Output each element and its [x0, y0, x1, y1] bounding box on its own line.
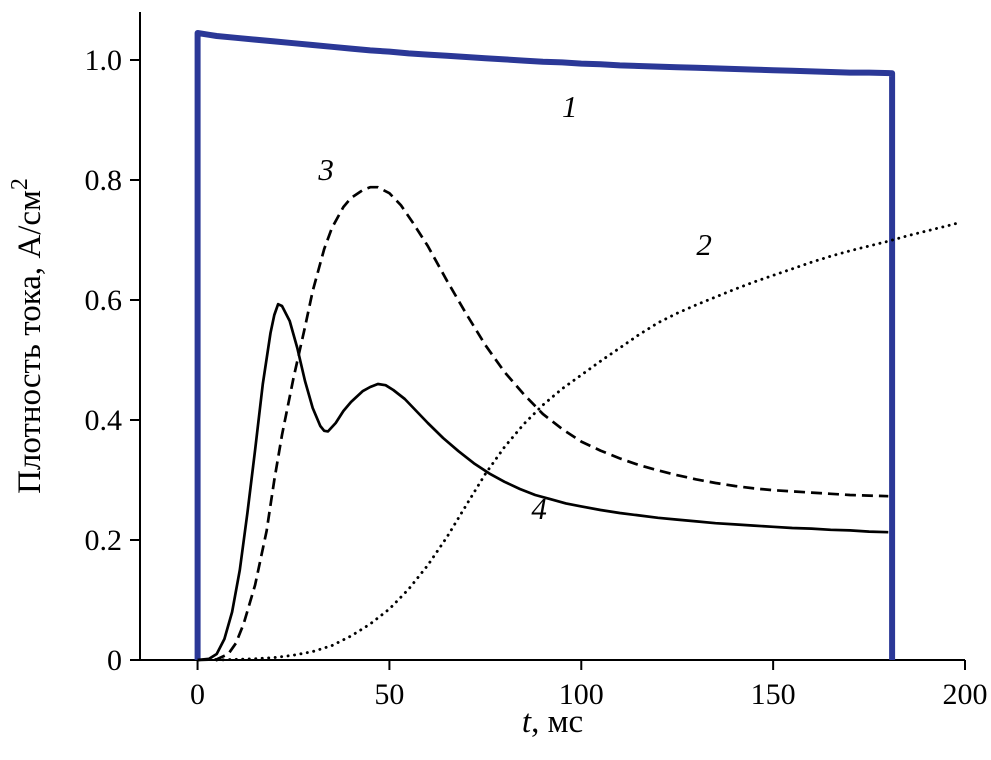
x-tick-label: 150: [751, 678, 796, 711]
y-tick-label: 0.4: [85, 404, 123, 437]
y-tick-label: 1.0: [85, 44, 123, 77]
x-tick-label: 100: [559, 678, 604, 711]
series-2-label: 2: [696, 227, 712, 262]
series-4-label: 4: [531, 491, 547, 526]
series-2-curve: [215, 221, 959, 662]
series-3-label: 3: [317, 152, 334, 187]
series-3-curve: [197, 185, 889, 662]
y-tick-label: 0.8: [85, 164, 123, 197]
series-1-label: 1: [562, 89, 578, 124]
x-axis-label: t, мс: [522, 704, 583, 740]
y-tick-label: 0: [107, 644, 122, 677]
x-tick-label: 0: [190, 678, 205, 711]
x-tick-label: 200: [943, 678, 988, 711]
series-1-curve: [194, 30, 896, 660]
x-tick-label: 50: [374, 678, 404, 711]
y-axis-label: Плотность тока, А/см2: [7, 178, 48, 494]
y-tick-label: 0.6: [85, 284, 123, 317]
y-tick-label: 0.2: [85, 524, 123, 557]
series-4-curve: [197, 302, 889, 662]
